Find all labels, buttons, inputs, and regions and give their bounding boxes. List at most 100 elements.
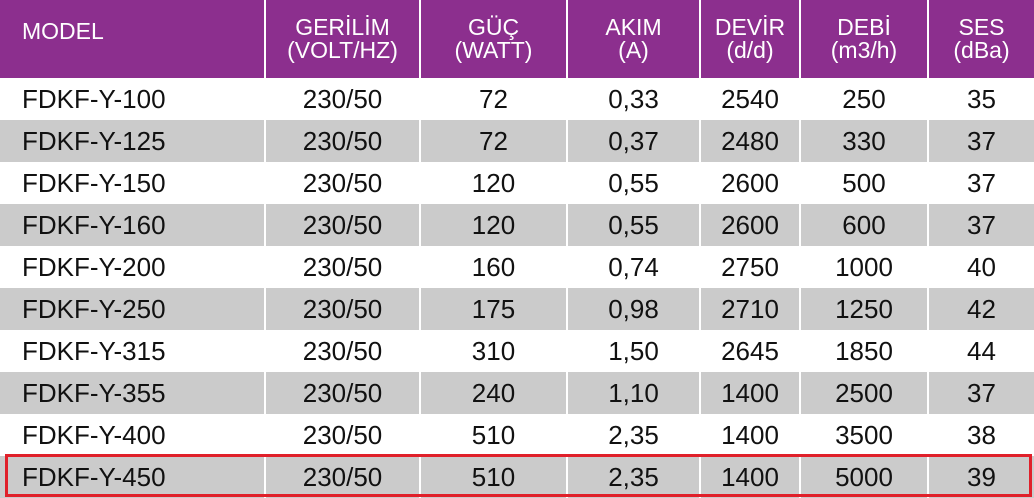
table-cell: 3500	[799, 414, 928, 456]
table-cell: 1250	[799, 288, 928, 330]
header-text: AKIM	[605, 14, 662, 40]
header-text: SES	[958, 14, 1005, 40]
table-cell: FDKF-Y-250	[0, 288, 265, 330]
table-cell: 1400	[699, 372, 800, 414]
table-cell: FDKF-Y-150	[22, 167, 166, 198]
table-cell: 230/50	[264, 78, 420, 120]
table-row: FDKF-Y-450 230/50 510 2,35 1400 5000 39	[0, 456, 1034, 498]
table-cell: 1,50	[566, 330, 700, 372]
table-cell: 42	[927, 288, 1034, 330]
table-row: FDKF-Y-200 230/50 160 0,74 2750 1000 40	[0, 246, 1034, 288]
header-text: (WATT)	[454, 37, 533, 63]
table-cell: 1400	[699, 414, 800, 456]
table-cell: FDKF-Y-200	[22, 251, 166, 282]
header-text: GERİLİM	[295, 14, 390, 40]
header-cell: GÜÇ (WATT)	[419, 0, 567, 78]
table-row: FDKF-Y-125 230/50 72 0,37 2480 330 37	[0, 120, 1034, 162]
table-row: FDKF-Y-250 230/50 175 0,98 2710 1250 42	[0, 288, 1034, 330]
header-text: (A)	[618, 37, 649, 63]
table-cell: 175	[419, 288, 567, 330]
header-row: MODEL GERİLİM (VOLT/HZ) GÜÇ (WATT) AKIM (A) DEV…	[0, 0, 1034, 78]
table-cell: 160	[419, 246, 567, 288]
header-text: GÜÇ	[467, 14, 520, 40]
table-row: FDKF-Y-100 230/50 72 0,33 2540 250 35	[0, 78, 1034, 120]
table-cell: 600	[799, 204, 928, 246]
table-cell: FDKF-Y-315	[22, 335, 166, 366]
table-cell: 230/50	[264, 456, 420, 498]
table-cell: FDKF-Y-125	[0, 120, 265, 162]
table-cell: 230/50	[264, 330, 420, 372]
table-cell: 2,35	[566, 456, 700, 498]
table-cell: FDKF-Y-355	[0, 372, 265, 414]
table-row: FDKF-Y-355 230/50 240 1,10 1400 2500 37	[0, 372, 1034, 414]
header-cell: MODEL	[0, 0, 265, 78]
table-cell: 1850	[799, 330, 928, 372]
table-cell: 510	[419, 456, 567, 498]
table-cell: FDKF-Y-450	[0, 456, 265, 498]
table-cell: 0,55	[566, 204, 700, 246]
table-cell: 2,35	[566, 414, 700, 456]
table-cell: 230/50	[264, 204, 420, 246]
header-cell: DEVİR (d/d)	[699, 0, 800, 78]
table-row: FDKF-Y-315 230/50 310 1,50 2645 1850 44	[0, 330, 1034, 372]
header-text: (dBa)	[953, 37, 1010, 63]
header-cell: DEBİ (m3/h)	[799, 0, 928, 78]
table-cell: 72	[419, 120, 567, 162]
header-cell: GERİLİM (VOLT/HZ)	[264, 0, 420, 78]
table-cell: 72	[419, 78, 567, 120]
table-cell: 0,33	[566, 78, 700, 120]
table-cell: 44	[927, 330, 1034, 372]
table-cell: 2710	[699, 288, 800, 330]
table-cell: 250	[799, 78, 928, 120]
table-row: FDKF-Y-150 230/50 120 0,55 2600 500 37	[0, 162, 1034, 204]
header-text: (m3/h)	[830, 37, 898, 63]
table-cell: 35	[927, 78, 1034, 120]
header-text: (VOLT/HZ)	[287, 37, 398, 63]
header-text: MODEL	[22, 18, 104, 44]
table-cell: 230/50	[264, 120, 420, 162]
table-cell: 230/50	[264, 414, 420, 456]
table-cell: 1,10	[566, 372, 700, 414]
table-cell: 230/50	[264, 372, 420, 414]
table-cell: 1400	[699, 456, 800, 498]
table-cell: 230/50	[264, 246, 420, 288]
table-cell: 37	[927, 204, 1034, 246]
table-cell: 0,74	[566, 246, 700, 288]
table-cell: 37	[927, 162, 1034, 204]
table-cell: 230/50	[264, 288, 420, 330]
table-cell: 38	[927, 414, 1034, 456]
table-cell: 120	[419, 204, 567, 246]
table-cell: 5000	[799, 456, 928, 498]
table-cell: 39	[927, 456, 1034, 498]
table-cell: 0,55	[566, 162, 700, 204]
table-cell: 40	[927, 246, 1034, 288]
table-cell: 310	[419, 330, 567, 372]
table-cell: 2645	[699, 330, 800, 372]
table-row: FDKF-Y-400 230/50 510 2,35 1400 3500 38	[0, 414, 1034, 456]
table-cell: FDKF-Y-400	[22, 419, 166, 450]
table-row: FDKF-Y-160 230/50 120 0,55 2600 600 37	[0, 204, 1034, 246]
table-cell: FDKF-Y-160	[0, 204, 265, 246]
header-cell: SES (dBa)	[927, 0, 1034, 78]
table-cell: 0,98	[566, 288, 700, 330]
table-cell: 2750	[699, 246, 800, 288]
table-cell: 2500	[799, 372, 928, 414]
header-text: DEVİR	[714, 14, 786, 40]
table-cell: 2480	[699, 120, 800, 162]
table-cell: 1000	[799, 246, 928, 288]
table-cell: 2600	[699, 204, 800, 246]
table-cell: 240	[419, 372, 567, 414]
table-cell: 2600	[699, 162, 800, 204]
table-cell: 120	[419, 162, 567, 204]
table-cell: 510	[419, 414, 567, 456]
table-cell: 37	[927, 120, 1034, 162]
header-text: DEBİ	[837, 14, 891, 40]
header-cell: AKIM (A)	[566, 0, 700, 78]
table-cell: 500	[799, 162, 928, 204]
header-text: (d/d)	[726, 37, 774, 63]
table-cell: 230/50	[264, 162, 420, 204]
table-cell: 330	[799, 120, 928, 162]
table-cell: 37	[927, 372, 1034, 414]
